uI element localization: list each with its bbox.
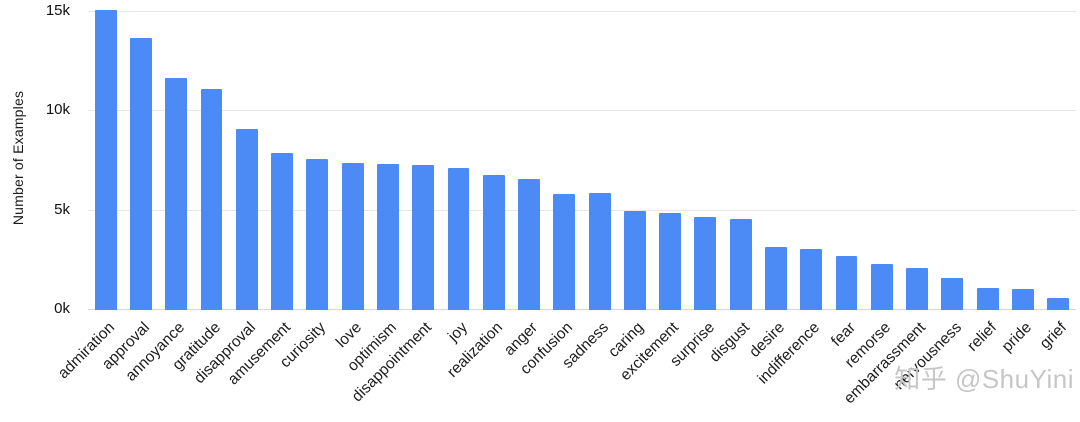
bar-pride (1012, 289, 1034, 310)
bar-disappointment (412, 164, 435, 310)
bar-caring (623, 210, 646, 310)
x-tick-label: grief (1037, 319, 1071, 353)
bar-admiration (94, 10, 117, 310)
bar-approval (129, 37, 152, 310)
bars-area (88, 4, 1076, 310)
bar-cell (688, 4, 723, 310)
bar-cell (864, 4, 899, 310)
bar-cell (159, 4, 194, 310)
bar-cell (476, 4, 511, 310)
bar-cell (370, 4, 405, 310)
bar-cell (123, 4, 158, 310)
bar-amusement (271, 153, 293, 310)
bar-cell (899, 4, 934, 310)
bar-cell (194, 4, 229, 310)
bar-sadness (588, 192, 611, 310)
x-axis-labels: admiration approval annoyance gratitude disa… (54, 313, 1076, 421)
bar-fear (835, 256, 858, 310)
bar-cell (794, 4, 829, 310)
bar-cell (511, 4, 546, 310)
bar-cell (300, 4, 335, 310)
bar-curiosity (306, 159, 329, 310)
bar-joy (447, 167, 470, 310)
bar-cell (617, 4, 652, 310)
bar-disapproval (235, 129, 258, 310)
bar-indifference (800, 249, 823, 310)
bar-nervousness (941, 278, 964, 310)
y-tick-label: 15k (45, 2, 70, 19)
bar-cell (970, 4, 1005, 310)
y-axis-tick-labels: 0k 5k 10k 15k (0, 0, 78, 317)
bar-cell (1041, 4, 1076, 310)
bar-anger (518, 178, 540, 310)
bar-grief (1047, 298, 1070, 310)
bar-love (341, 163, 364, 310)
bar-cell (441, 4, 476, 310)
bar-confusion (553, 193, 576, 310)
bar-desire (765, 247, 787, 310)
x-tick-label: relief (964, 319, 1000, 355)
bar-cell (653, 4, 688, 310)
bar-embarrassment (906, 268, 929, 310)
bar-cell (229, 4, 264, 310)
y-tick-label: 10k (45, 101, 70, 119)
bar-cell (88, 4, 123, 310)
bar-gratitude (200, 89, 223, 310)
bar-optimism (376, 163, 399, 310)
bar-cell (406, 4, 441, 310)
bar-realization (482, 174, 505, 310)
bar-excitement (659, 212, 682, 310)
bar-disgust (729, 218, 752, 310)
bar-cell (547, 4, 582, 310)
bar-cell (758, 4, 793, 310)
bar-cell (264, 4, 299, 310)
bar-cell (1005, 4, 1040, 310)
x-tick-label: pride (998, 319, 1036, 356)
y-tick-label: 0k (54, 300, 70, 317)
bar-relief (976, 288, 999, 310)
bar-annoyance (165, 77, 188, 310)
bar-surprise (694, 216, 717, 310)
bar-cell (335, 4, 370, 310)
bar-cell (723, 4, 758, 310)
bar-cell (935, 4, 970, 310)
bar-cell (582, 4, 617, 310)
x-tick-label: joy (444, 319, 471, 346)
y-tick-label: 5k (54, 200, 70, 218)
bar-remorse (870, 264, 893, 310)
bar-cell (829, 4, 864, 310)
